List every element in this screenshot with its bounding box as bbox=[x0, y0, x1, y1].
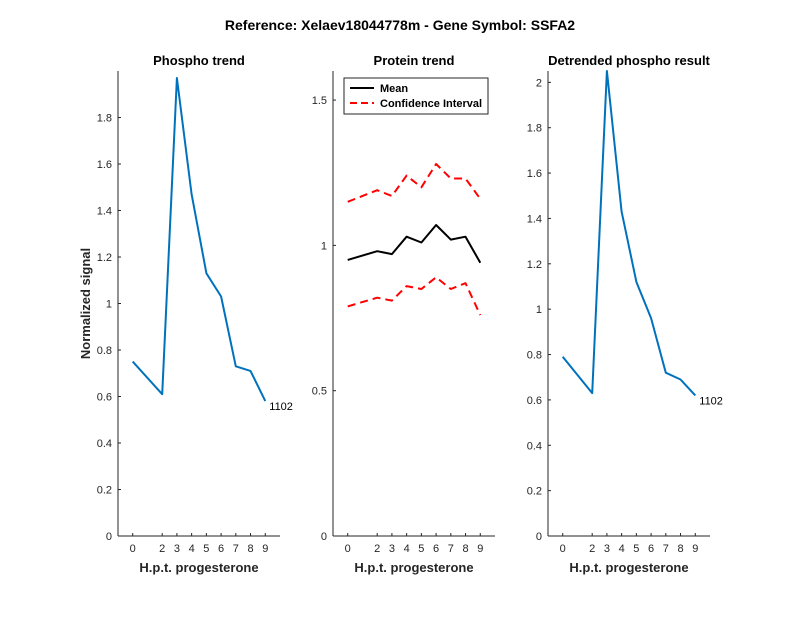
y-tick-label: 0 bbox=[106, 531, 112, 543]
y-tick-label: 1 bbox=[106, 299, 112, 311]
series-3-line bbox=[347, 276, 482, 316]
y-tick-label: 1.8 bbox=[97, 113, 112, 125]
y-tick-label: 0.6 bbox=[527, 395, 542, 407]
y-tick-label: 0.6 bbox=[97, 392, 112, 404]
x-tick-label: 7 bbox=[233, 543, 239, 555]
x-tick-label: 6 bbox=[433, 543, 439, 555]
y-tick-label: 0 bbox=[321, 531, 327, 543]
y-tick-label: 0.5 bbox=[312, 386, 327, 398]
figure-title: Reference: Xelaev18044778m - Gene Symbol… bbox=[225, 17, 575, 33]
x-tick-label: 7 bbox=[663, 543, 669, 555]
x-tick-label: 9 bbox=[262, 543, 268, 555]
panel-title: Phospho trend bbox=[153, 53, 245, 68]
x-tick-label: 5 bbox=[418, 543, 424, 555]
series-1-line bbox=[131, 77, 267, 402]
y-tick-label: 1.4 bbox=[527, 213, 542, 225]
x-tick-label: 2 bbox=[374, 543, 380, 555]
x-tick-label: 9 bbox=[692, 543, 698, 555]
confidence-interval-line bbox=[347, 163, 482, 203]
y-tick-label: 0.8 bbox=[527, 350, 542, 362]
panel-title: Protein trend bbox=[374, 53, 455, 68]
x-tick-label: 4 bbox=[619, 543, 625, 555]
x-tick-label: 3 bbox=[389, 543, 395, 555]
x-tick-label: 8 bbox=[247, 543, 253, 555]
x-tick-label: 7 bbox=[448, 543, 454, 555]
y-tick-label: 0.8 bbox=[97, 345, 112, 357]
x-tick-label: 0 bbox=[130, 543, 136, 555]
y-tick-label: 2 bbox=[536, 77, 542, 89]
x-tick-label: 6 bbox=[218, 543, 224, 555]
y-tick-label: 1.6 bbox=[97, 159, 112, 171]
mean-line bbox=[347, 224, 482, 264]
x-axis-label: H.p.t. progesterone bbox=[139, 560, 258, 575]
y-tick-label: 1.5 bbox=[312, 95, 327, 107]
x-axis-label: H.p.t. progesterone bbox=[354, 560, 473, 575]
y-tick-label: 0.4 bbox=[527, 440, 542, 452]
chart-panels: 00.20.40.60.811.21.41.61.80 2 3 4 5 6 7 8 91102P… bbox=[78, 53, 723, 575]
y-tick-label: 0.2 bbox=[527, 486, 542, 498]
y-tick-label: 1.4 bbox=[97, 206, 112, 218]
y-tick-label: 1.2 bbox=[97, 252, 112, 264]
x-tick-label: 0 bbox=[345, 543, 351, 555]
x-tick-label: 8 bbox=[462, 543, 468, 555]
x-tick-label: 2 bbox=[589, 543, 595, 555]
x-tick-label: 0 bbox=[560, 543, 566, 555]
y-tick-label: 1.8 bbox=[527, 123, 542, 135]
y-tick-label: 0 bbox=[536, 531, 542, 543]
y-tick-label: 1 bbox=[536, 304, 542, 316]
y-tick-label: 1 bbox=[321, 240, 327, 252]
legend-box bbox=[343, 77, 489, 115]
x-tick-label: 3 bbox=[174, 543, 180, 555]
panel-2: 0 0.5 1 1.5 0 2 3 4 5 6 7 8 9 Protein trend H.p.t. pro… bbox=[312, 53, 495, 575]
y-tick-label: 1.6 bbox=[527, 168, 542, 180]
x-tick-label: 5 bbox=[633, 543, 639, 555]
panel-3: 00.20.40.60.811.21.41.61.820 2 3 4 5 6 7 8 91102… bbox=[527, 53, 723, 575]
y-tick-label: 0.2 bbox=[97, 485, 112, 497]
x-tick-label: 9 bbox=[477, 543, 483, 555]
x-axis-label: H.p.t. progesterone bbox=[569, 560, 688, 575]
x-tick-label: 3 bbox=[604, 543, 610, 555]
panel-title: Detrended phospho result bbox=[548, 53, 710, 68]
x-tick-label: 5 bbox=[203, 543, 209, 555]
x-tick-label: 6 bbox=[648, 543, 654, 555]
y-axis-label: Normalized signal bbox=[78, 248, 93, 359]
y-tick-label: 1.2 bbox=[527, 259, 542, 271]
x-tick-label: 8 bbox=[677, 543, 683, 555]
series-annotation: 1102 bbox=[699, 395, 723, 407]
x-tick-label: 4 bbox=[189, 543, 195, 555]
x-tick-label: 4 bbox=[404, 543, 410, 555]
x-tick-label: 2 bbox=[159, 543, 165, 555]
series-1-line bbox=[561, 70, 697, 397]
legend-entry: Mean bbox=[380, 83, 408, 95]
legend: Mean Confidence Interval bbox=[343, 77, 489, 115]
y-tick-label: 0.4 bbox=[97, 438, 112, 450]
series-annotation: 1102 bbox=[269, 401, 293, 413]
panel-1: 0 0.2 0.4 0.6 0.8 1 1.2 1.4 1.6 1.8 0 2 3 4 5 6 7 8 9 1102 P… bbox=[78, 53, 293, 575]
legend-entry: Confidence Interval bbox=[380, 98, 482, 110]
